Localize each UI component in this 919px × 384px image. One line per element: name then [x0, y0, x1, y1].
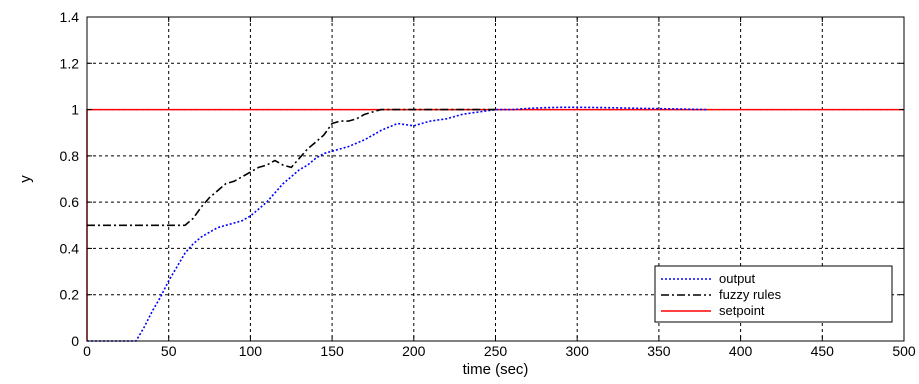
x-tick-label: 150	[320, 343, 344, 359]
legend: output fuzzy rules setpoint	[654, 265, 893, 323]
x-tick-label: 100	[239, 343, 263, 359]
legend-label-fuzzy-rules: fuzzy rules	[719, 287, 782, 302]
x-tick-label: 0	[83, 343, 91, 359]
series-line-fuzzy-rules	[87, 108, 496, 227]
legend-label-output: output	[719, 271, 756, 286]
y-tick-label: 1.4	[60, 9, 80, 25]
x-tick-label: 200	[402, 343, 426, 359]
x-tick-label: 250	[484, 343, 508, 359]
y-axis-label: y	[17, 175, 34, 183]
tick-group: 0 50 100 150 200 250 300 350 400 450 500 0 0.2 0.4 0.6…	[60, 9, 916, 359]
y-tick-label: 0.8	[60, 148, 80, 164]
series-line-output	[87, 106, 708, 342]
legend-label-setpoint: setpoint	[719, 303, 765, 318]
x-tick-label: 50	[161, 343, 177, 359]
x-tick-label: 400	[729, 343, 753, 359]
x-tick-label: 500	[892, 343, 916, 359]
x-tick-label: 350	[647, 343, 671, 359]
legend-box	[654, 265, 893, 323]
y-tick-label: 0.2	[60, 287, 80, 303]
x-tick-label: 300	[566, 343, 590, 359]
y-tick-label: 1.2	[60, 55, 80, 71]
y-tick-label: 0.6	[60, 194, 80, 210]
y-tick-label: 0.4	[60, 240, 80, 256]
x-tick-label: 450	[811, 343, 835, 359]
y-tick-label: 1	[71, 102, 79, 118]
x-axis-label: time (sec)	[463, 361, 529, 378]
y-tick-label: 0	[71, 333, 79, 349]
